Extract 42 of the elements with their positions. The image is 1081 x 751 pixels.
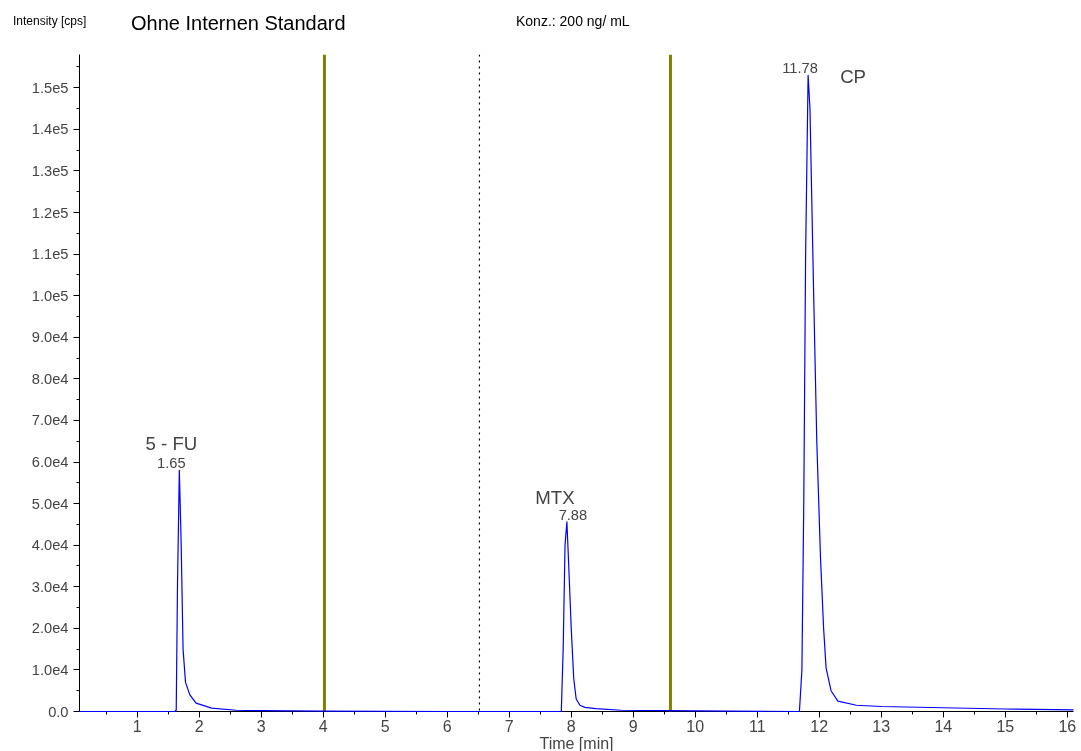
x-tick-label: 2 [194,717,204,735]
y-tick-label: 1.0e5 [31,287,69,304]
y-tick-label: 0.0 [48,703,69,720]
y-tick-label: 8.0e4 [31,370,69,387]
y-tick-label: 1.3e5 [31,162,69,179]
annotation: 5 - FU [145,433,198,455]
annotation: 11.78 [782,60,818,77]
x-tick-label: 11 [748,717,766,735]
y-tick-label: 1.5e5 [31,79,69,96]
x-tick-label: 8 [566,717,576,735]
x-tick-label: 4 [318,717,328,735]
y-axis-title: Intensity [cps] [13,13,87,30]
x-axis-title: Time [min] [539,734,614,751]
x-tick-label: 9 [628,717,638,735]
y-tick-label: 5.0e4 [31,495,69,512]
x-tick-label: 7 [504,717,514,735]
x-tick-label: 5 [380,717,390,735]
x-tick-label: 14 [934,717,953,735]
x-tick-label: 12 [810,717,829,735]
x-tick-label: 1 [132,717,142,735]
annotation: 7.88 [558,506,588,523]
y-tick-label: 1.2e5 [31,204,69,221]
y-tick-label: 1.0e4 [31,661,69,678]
y-tick-label: 2.0e4 [31,620,69,637]
x-tick-label: 6 [442,717,452,735]
y-tick-label: 9.0e4 [31,329,69,346]
annotation: CP [840,66,867,88]
x-tick-label: 16 [1058,717,1077,735]
y-tick-label: 4.0e4 [31,537,69,554]
chart-title: Ohne Internen Standard [131,11,346,36]
y-tick-label: 1.4e5 [31,121,69,138]
x-tick-label: 15 [996,717,1015,735]
chart-subtitle: Konz.: 200 ng/ mL [516,12,630,31]
y-tick-label: 3.0e4 [31,578,69,595]
y-tick-label: 7.0e4 [31,412,69,429]
x-tick-label: 3 [256,717,266,735]
annotation: 1.65 [157,455,186,472]
y-tick-label: 6.0e4 [31,454,69,471]
x-tick-label: 10 [686,717,705,735]
x-tick-label: 13 [872,717,891,735]
annotation: MTX [535,486,576,508]
y-tick-label: 1.1e5 [31,246,69,263]
